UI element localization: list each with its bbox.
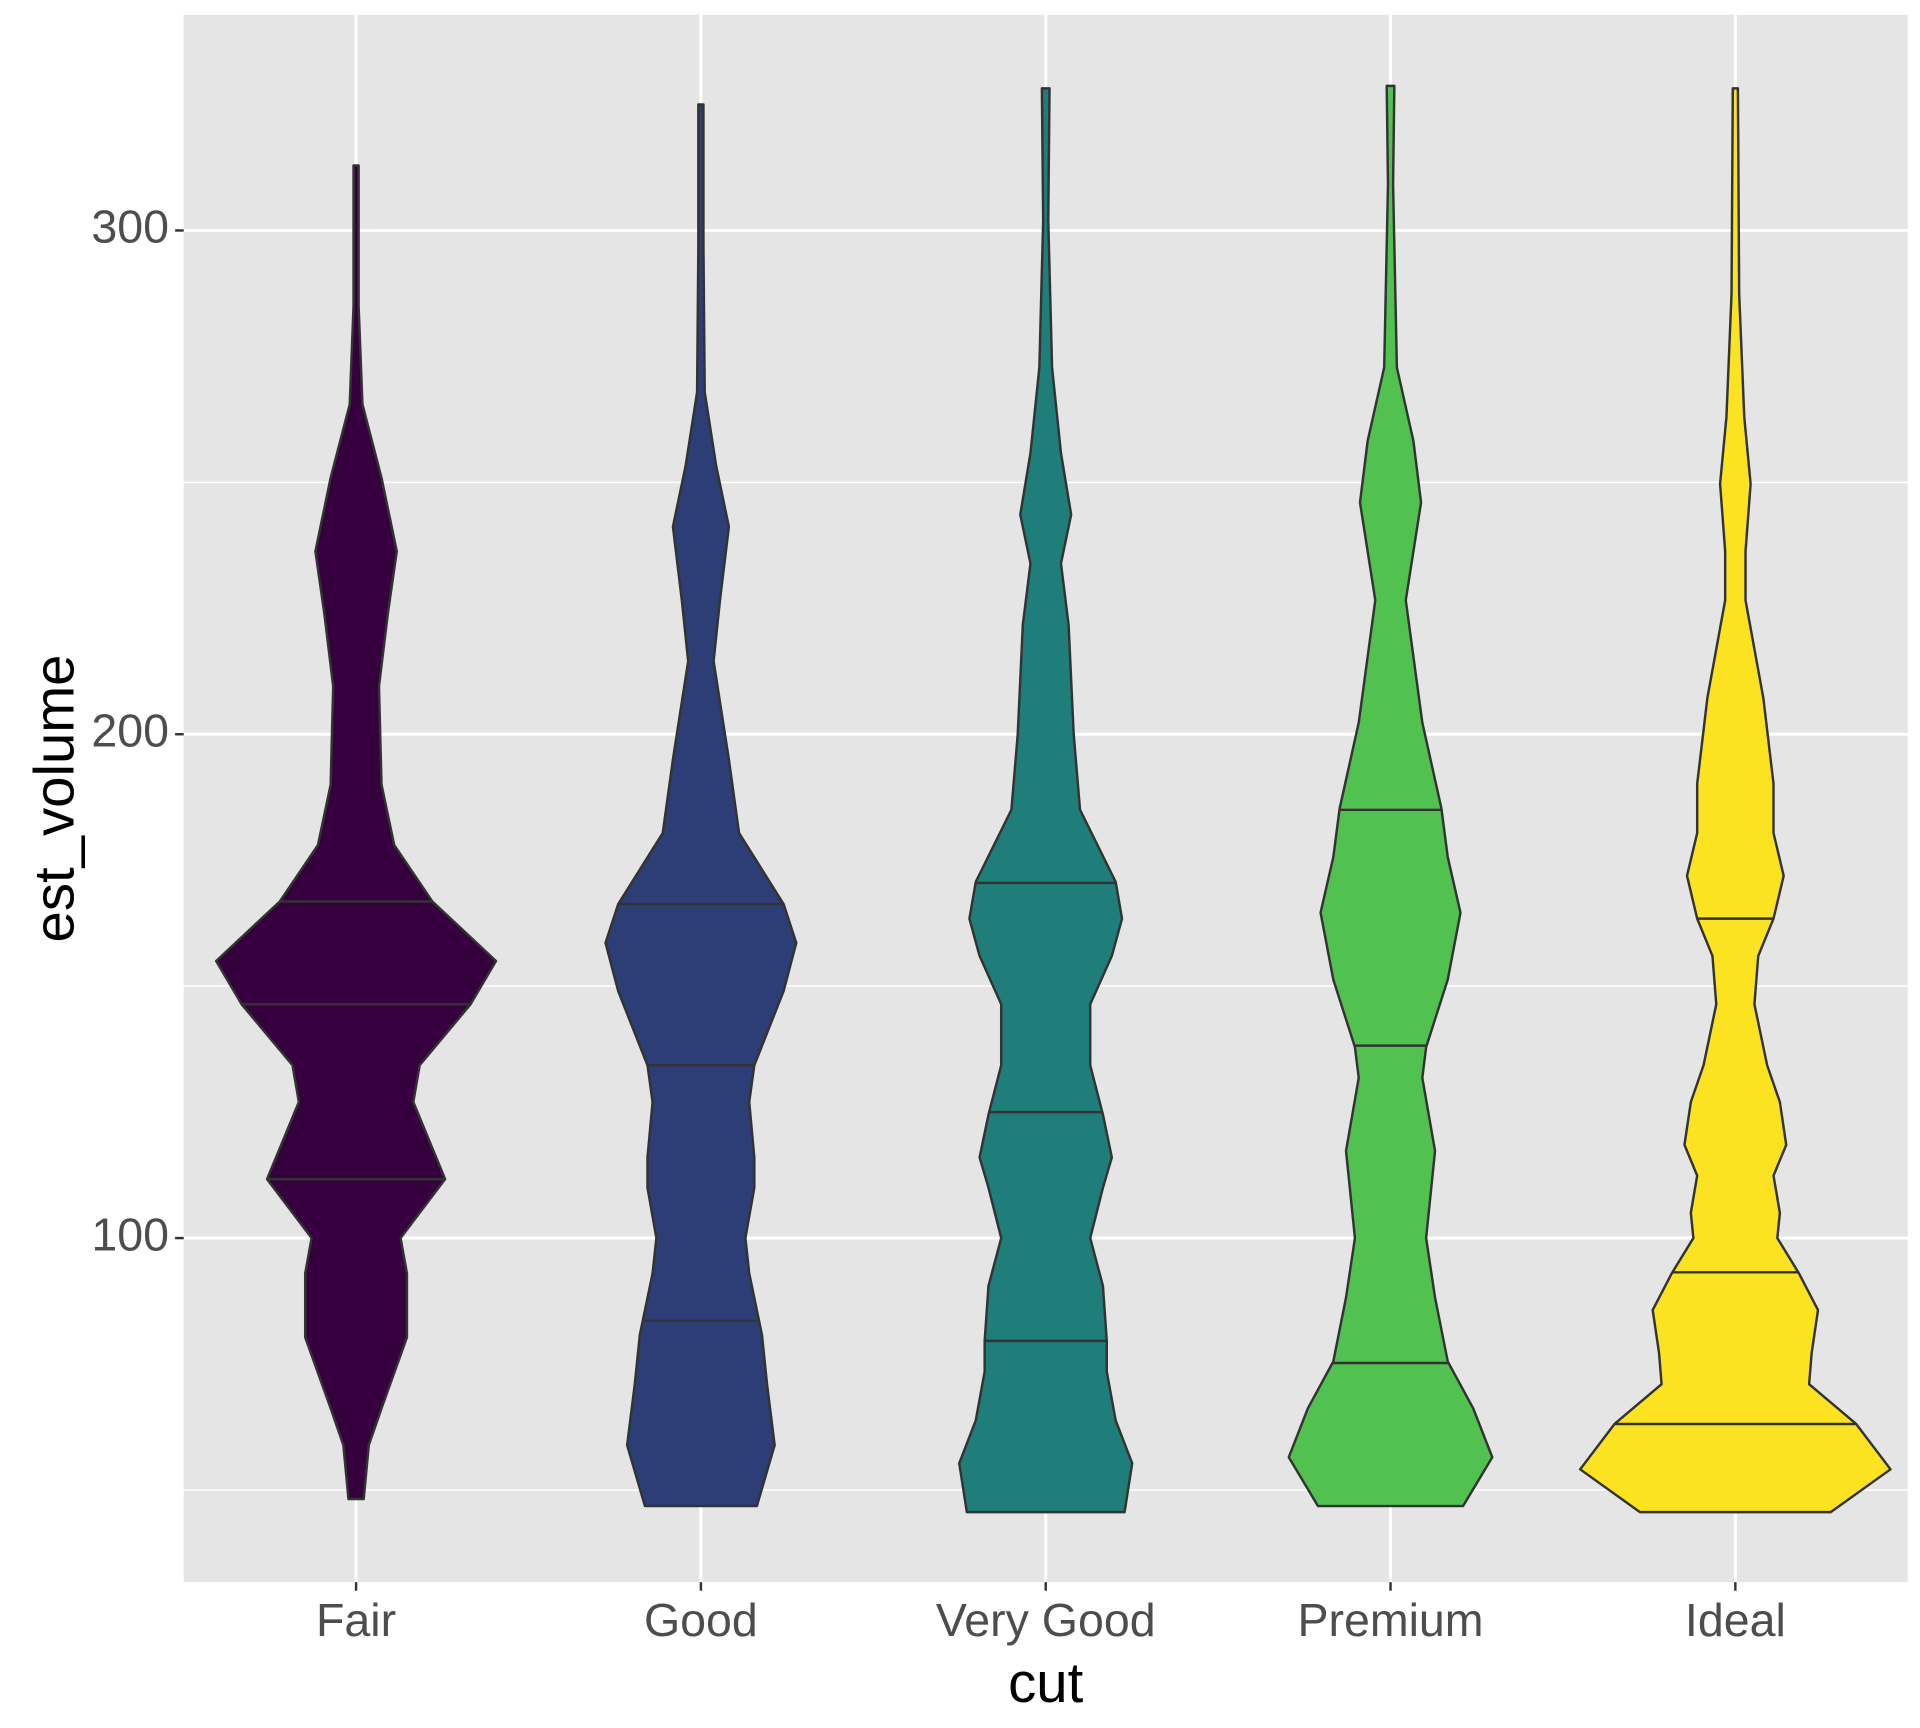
y-tick-label: 200 [91, 705, 169, 757]
axes: 100 200 300 Fair Good Very Good Premium Ideal [91, 201, 1785, 1646]
x-tick-label: Ideal [1685, 1594, 1786, 1646]
violin [604, 103, 798, 1508]
violin [958, 87, 1134, 1514]
y-tick-label: 100 [91, 1208, 169, 1260]
x-tick-label: Fair [316, 1594, 396, 1646]
x-axis-title: cut [1008, 1651, 1083, 1714]
violin [1287, 84, 1494, 1508]
x-tick-label: Very Good [936, 1594, 1156, 1646]
x-tick-label: Premium [1297, 1594, 1483, 1646]
violin [214, 164, 498, 1501]
x-tick-label: Good [644, 1594, 758, 1646]
violin [1578, 87, 1892, 1514]
y-axis-title: est_volume [23, 654, 86, 942]
y-tick-label: 300 [91, 201, 169, 253]
violins [214, 84, 1892, 1514]
